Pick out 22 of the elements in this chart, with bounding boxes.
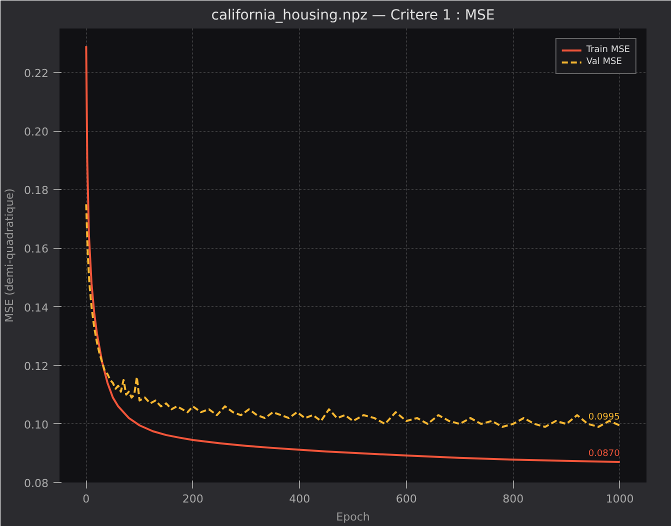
y-tick-label: 0.22 bbox=[24, 66, 49, 80]
x-tick-label: 800 bbox=[502, 492, 524, 506]
y-axis-title: MSE (demi-quadratique) bbox=[3, 188, 16, 323]
line-series bbox=[85, 203, 621, 428]
x-tick-label: 400 bbox=[289, 492, 310, 506]
legend-label: Train MSE bbox=[586, 44, 630, 56]
y-tick-label: 0.16 bbox=[24, 242, 49, 256]
x-tick-label: 1000 bbox=[606, 492, 634, 506]
annotation: 0.0870 bbox=[588, 448, 620, 459]
y-tick-label: 0.10 bbox=[24, 418, 49, 432]
legend-label: Val MSE bbox=[586, 56, 622, 68]
y-tick-label: 0.14 bbox=[24, 301, 49, 314]
y-tick-label: 0.20 bbox=[24, 126, 49, 139]
y-tick-label: 0.08 bbox=[24, 477, 49, 490]
annotation: 0.0995 bbox=[588, 412, 620, 422]
x-tick-label: 0 bbox=[82, 492, 90, 506]
y-tick-label: 0.18 bbox=[24, 184, 49, 198]
x-tick-label: 600 bbox=[396, 492, 417, 506]
y-tick-label: 0.12 bbox=[24, 360, 49, 373]
chart-title: california_housing.npz — Critere 1 : MSE bbox=[211, 8, 495, 24]
x-tick-label: 200 bbox=[182, 492, 204, 506]
x-axis-title: Epoch bbox=[336, 510, 370, 524]
